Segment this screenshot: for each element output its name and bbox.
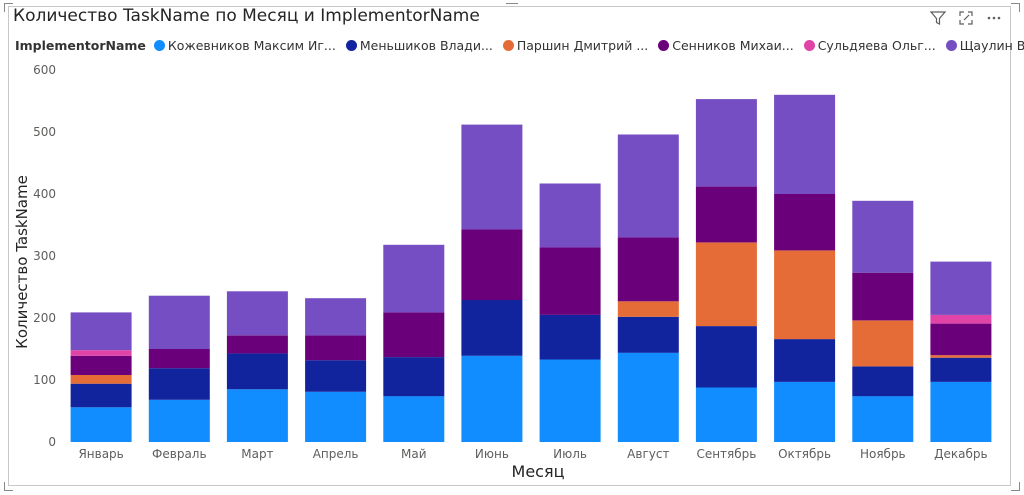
legend-marker-icon bbox=[658, 40, 670, 51]
legend-marker-icon bbox=[803, 40, 815, 51]
legend-item[interactable]: Щаулин Вяче... bbox=[945, 38, 1024, 53]
chart-legend: ImplementorName Кожевников Максим Иг... М… bbox=[15, 38, 1024, 53]
legend-item[interactable]: Паршин Дмитрий ... bbox=[502, 38, 649, 53]
legend-marker-icon bbox=[153, 40, 165, 51]
legend-marker-icon bbox=[502, 40, 514, 51]
legend-item[interactable]: Кожевников Максим Иг... bbox=[153, 38, 336, 53]
legend-title: ImplementorName bbox=[15, 38, 146, 53]
legend-label: Меньшиков Влади... bbox=[359, 38, 493, 53]
visual-frame bbox=[8, 6, 1011, 486]
legend-marker-icon bbox=[945, 40, 957, 51]
legend-item[interactable]: Меньшиков Влади... bbox=[345, 38, 493, 53]
legend-label: Паршин Дмитрий ... bbox=[516, 38, 649, 53]
legend-marker-icon bbox=[345, 40, 357, 51]
resize-handle-top-left[interactable] bbox=[4, 3, 13, 12]
legend-label: Сенников Михаи... bbox=[672, 38, 794, 53]
legend-label: Сульдяева Ольг... bbox=[817, 38, 936, 53]
filter-icon[interactable] bbox=[929, 10, 947, 26]
resize-handle-top-right[interactable] bbox=[1011, 3, 1020, 12]
focus-mode-icon[interactable] bbox=[958, 10, 974, 26]
resize-handle-bottom-right[interactable] bbox=[1011, 482, 1020, 491]
legend-label: Щаулин Вяче... bbox=[959, 38, 1024, 53]
legend-item[interactable]: Сульдяева Ольг... bbox=[803, 38, 936, 53]
more-options-icon[interactable] bbox=[986, 10, 1002, 26]
legend-item[interactable]: Сенников Михаи... bbox=[658, 38, 794, 53]
legend-label: Кожевников Максим Иг... bbox=[167, 38, 336, 53]
visual-toolbar bbox=[929, 10, 1002, 26]
resize-handle-bottom-left[interactable] bbox=[4, 482, 13, 491]
chart-title: Количество TaskName по Месяц и Implement… bbox=[13, 6, 480, 26]
resize-handle-top-middle[interactable] bbox=[506, 3, 518, 4]
